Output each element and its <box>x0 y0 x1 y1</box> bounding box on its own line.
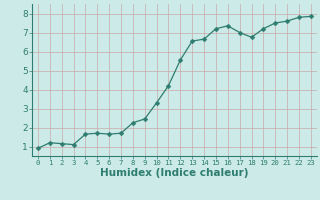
X-axis label: Humidex (Indice chaleur): Humidex (Indice chaleur) <box>100 168 249 178</box>
